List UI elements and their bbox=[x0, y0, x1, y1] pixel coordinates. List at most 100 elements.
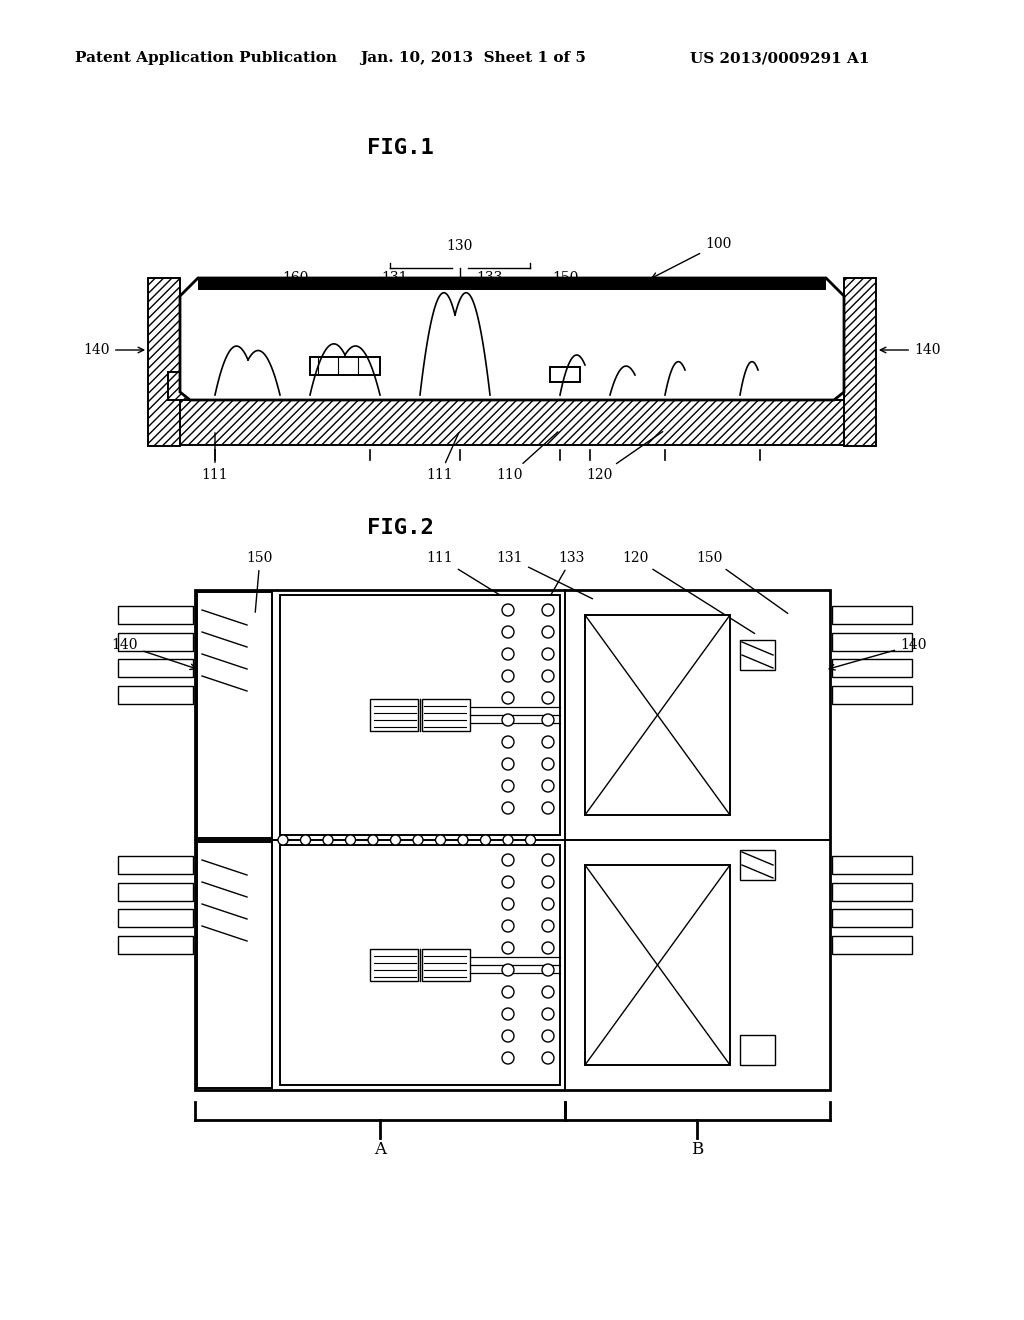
Bar bbox=[844, 279, 876, 446]
Bar bbox=[831, 659, 912, 677]
Polygon shape bbox=[198, 279, 826, 290]
Bar bbox=[740, 372, 790, 400]
Bar bbox=[831, 855, 912, 874]
Bar bbox=[831, 634, 912, 651]
Circle shape bbox=[278, 836, 288, 845]
Text: 160: 160 bbox=[282, 271, 338, 366]
Bar bbox=[148, 279, 180, 446]
Circle shape bbox=[542, 1052, 554, 1064]
Bar bbox=[118, 606, 193, 624]
Circle shape bbox=[542, 648, 554, 660]
Text: 120: 120 bbox=[622, 550, 755, 634]
Circle shape bbox=[542, 758, 554, 770]
Bar bbox=[280, 845, 560, 1085]
Bar bbox=[422, 949, 470, 981]
Bar bbox=[660, 372, 710, 400]
Circle shape bbox=[502, 803, 514, 814]
Circle shape bbox=[542, 1030, 554, 1041]
Circle shape bbox=[502, 898, 514, 909]
Circle shape bbox=[390, 836, 400, 845]
Circle shape bbox=[502, 964, 514, 975]
Bar bbox=[585, 865, 730, 1065]
Text: 140: 140 bbox=[112, 638, 196, 669]
Bar bbox=[118, 686, 193, 704]
Circle shape bbox=[502, 986, 514, 998]
Text: 150: 150 bbox=[696, 550, 787, 614]
Bar bbox=[370, 700, 418, 731]
Bar bbox=[831, 686, 912, 704]
Bar bbox=[330, 372, 430, 400]
Text: US 2013/0009291 A1: US 2013/0009291 A1 bbox=[690, 51, 869, 65]
Bar bbox=[740, 850, 775, 880]
Text: Patent Application Publication: Patent Application Publication bbox=[75, 51, 337, 65]
Circle shape bbox=[542, 1008, 554, 1020]
Text: B: B bbox=[691, 1140, 703, 1158]
Text: 111: 111 bbox=[427, 550, 506, 598]
Circle shape bbox=[413, 836, 423, 845]
Text: 111: 111 bbox=[427, 433, 459, 482]
Bar bbox=[740, 640, 775, 671]
Bar bbox=[118, 855, 193, 874]
Text: 131: 131 bbox=[382, 271, 454, 314]
Circle shape bbox=[323, 836, 333, 845]
Text: FIG.1: FIG.1 bbox=[367, 139, 433, 158]
Circle shape bbox=[458, 836, 468, 845]
Bar bbox=[422, 700, 470, 731]
Circle shape bbox=[502, 942, 514, 954]
Bar bbox=[118, 909, 193, 927]
Circle shape bbox=[502, 1008, 514, 1020]
Circle shape bbox=[542, 692, 554, 704]
Circle shape bbox=[502, 876, 514, 888]
Text: 140: 140 bbox=[881, 343, 940, 356]
Circle shape bbox=[502, 626, 514, 638]
Circle shape bbox=[525, 836, 536, 845]
Bar bbox=[831, 936, 912, 954]
Circle shape bbox=[542, 780, 554, 792]
Circle shape bbox=[542, 626, 554, 638]
Text: 133: 133 bbox=[550, 550, 585, 598]
Circle shape bbox=[542, 986, 554, 998]
Circle shape bbox=[542, 803, 554, 814]
Text: 140: 140 bbox=[829, 638, 927, 671]
Circle shape bbox=[502, 648, 514, 660]
Bar bbox=[740, 1035, 775, 1065]
Text: A: A bbox=[374, 1140, 386, 1158]
Circle shape bbox=[300, 836, 310, 845]
Text: 111: 111 bbox=[202, 433, 228, 482]
Text: 140: 140 bbox=[84, 343, 143, 356]
Circle shape bbox=[502, 780, 514, 792]
Bar bbox=[195, 590, 830, 1090]
Circle shape bbox=[435, 836, 445, 845]
Text: 150: 150 bbox=[552, 271, 609, 372]
Circle shape bbox=[542, 920, 554, 932]
Circle shape bbox=[542, 942, 554, 954]
Bar bbox=[280, 595, 560, 836]
Bar bbox=[118, 936, 193, 954]
Bar bbox=[118, 659, 193, 677]
Bar bbox=[197, 591, 272, 838]
Circle shape bbox=[502, 1030, 514, 1041]
Circle shape bbox=[542, 854, 554, 866]
Circle shape bbox=[502, 671, 514, 682]
Text: 150: 150 bbox=[247, 550, 273, 612]
Bar bbox=[168, 372, 298, 400]
Circle shape bbox=[542, 964, 554, 975]
Text: 100: 100 bbox=[652, 238, 731, 279]
Circle shape bbox=[502, 605, 514, 616]
Text: Jan. 10, 2013  Sheet 1 of 5: Jan. 10, 2013 Sheet 1 of 5 bbox=[360, 51, 586, 65]
Circle shape bbox=[368, 836, 378, 845]
Circle shape bbox=[502, 1052, 514, 1064]
Circle shape bbox=[502, 714, 514, 726]
Text: 131: 131 bbox=[497, 550, 593, 599]
Bar bbox=[118, 883, 193, 902]
Bar bbox=[831, 606, 912, 624]
Bar bbox=[550, 372, 630, 400]
Bar bbox=[197, 842, 272, 1088]
Bar bbox=[831, 909, 912, 927]
Bar bbox=[585, 615, 730, 814]
Circle shape bbox=[480, 836, 490, 845]
Circle shape bbox=[502, 920, 514, 932]
Bar bbox=[168, 400, 856, 445]
Bar bbox=[550, 367, 580, 381]
Circle shape bbox=[502, 737, 514, 748]
